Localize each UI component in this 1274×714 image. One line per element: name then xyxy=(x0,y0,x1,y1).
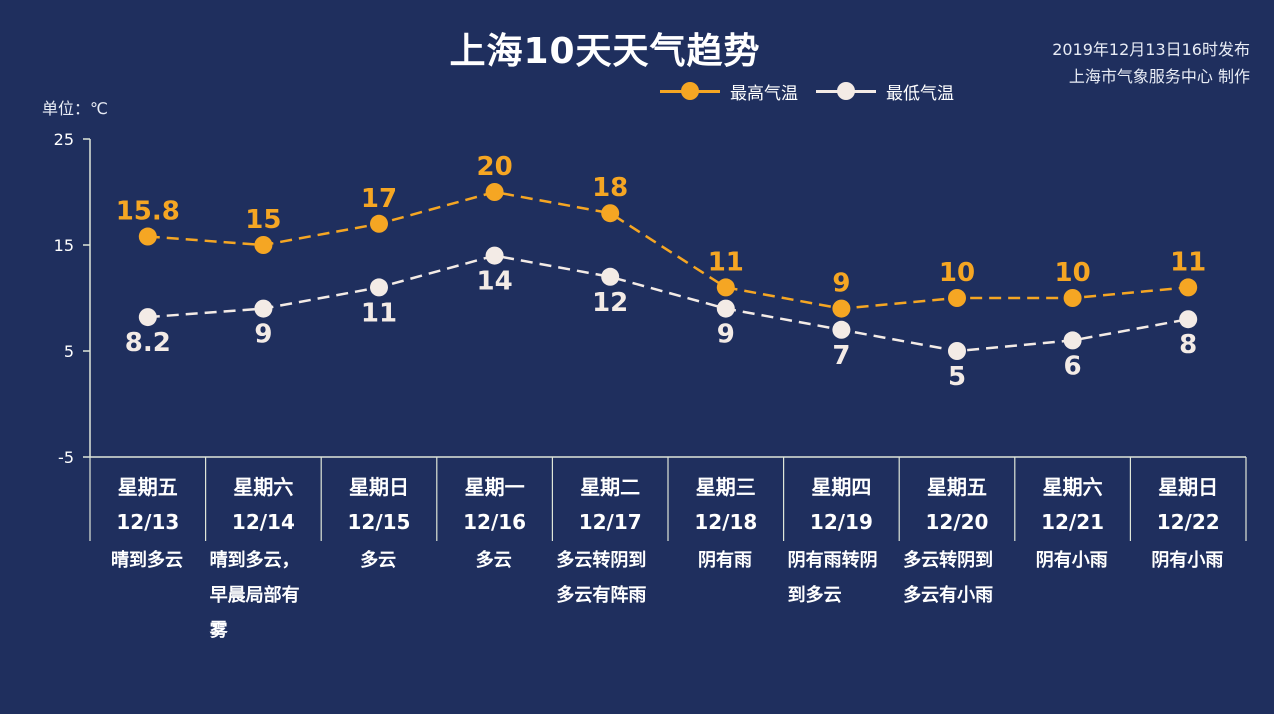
x-tick-label: 星期二 12/17 xyxy=(552,470,668,540)
data-label-low: 9 xyxy=(717,320,735,350)
x-tick-label: 星期五 12/20 xyxy=(899,470,1015,540)
y-tick-label: 15 xyxy=(54,236,74,255)
y-tick-label: -5 xyxy=(58,448,74,467)
data-point-high xyxy=(1179,278,1198,297)
data-label-high: 15 xyxy=(245,205,281,235)
data-label-low: 9 xyxy=(254,320,272,350)
date-label: 12/16 xyxy=(463,510,527,534)
x-tick-label: 星期五 12/13 xyxy=(90,470,206,540)
data-point-high xyxy=(716,278,735,297)
data-point-low xyxy=(485,246,504,265)
weekday-label: 星期五 xyxy=(926,475,987,499)
data-label-high: 11 xyxy=(708,247,744,277)
date-label: 12/14 xyxy=(231,510,295,534)
data-label-high: 20 xyxy=(477,152,513,182)
data-point-low xyxy=(254,299,273,318)
data-point-low xyxy=(1063,331,1082,350)
data-point-low xyxy=(716,299,735,318)
date-label: 12/20 xyxy=(925,510,989,534)
legend: 最高气温 最低气温 xyxy=(660,78,954,104)
weather-condition: 多云转阴到多云有阵雨 xyxy=(556,550,647,606)
data-point-high xyxy=(370,214,388,233)
x-tick-label: 星期三 12/18 xyxy=(668,470,784,540)
date-label: 12/17 xyxy=(578,510,642,534)
weekday-label: 星期六 xyxy=(1042,475,1103,499)
series-line-high xyxy=(147,190,1189,310)
data-label-high: 11 xyxy=(1170,247,1206,277)
weather-condition: 阴有小雨 xyxy=(1151,550,1224,571)
series-line-low xyxy=(147,254,1189,353)
data-point-low xyxy=(138,308,157,327)
date-label: 12/22 xyxy=(1156,510,1220,534)
weekday-label: 星期日 xyxy=(348,475,409,499)
data-label-high: 10 xyxy=(1055,258,1091,288)
data-label-high: 18 xyxy=(592,173,628,203)
weather-condition: 阴有雨 xyxy=(698,550,752,571)
weather-condition: 晴到多云，早晨局部有雾 xyxy=(209,550,300,641)
data-label-high: 10 xyxy=(939,258,975,288)
x-tick-label: 星期一 12/16 xyxy=(437,470,553,540)
publish-time: 2019年12月13日16时发布 xyxy=(1052,40,1250,59)
weekday-label: 星期一 xyxy=(464,475,525,499)
weekday-label: 星期五 xyxy=(117,475,178,499)
weather-condition: 多云转阴到多云有小雨 xyxy=(903,550,994,606)
data-label-low: 8 xyxy=(1179,330,1197,360)
weather-condition: 多云 xyxy=(475,550,512,571)
weather-condition: 阴有小雨 xyxy=(1035,550,1108,571)
data-point-low xyxy=(832,320,851,339)
chart-title: 上海10天天气趋势 xyxy=(449,31,761,72)
x-tick-label: 星期日 12/22 xyxy=(1130,470,1246,540)
data-label-high: 9 xyxy=(832,269,850,299)
data-point-low xyxy=(601,267,620,286)
data-label-low: 12 xyxy=(592,288,628,318)
legend-label-low: 最低气温 xyxy=(886,83,954,104)
data-label-low: 11 xyxy=(361,298,397,328)
date-label: 12/21 xyxy=(1041,510,1105,534)
date-label: 12/18 xyxy=(694,510,758,534)
x-tick-label: 星期六 12/21 xyxy=(1015,470,1131,540)
x-tick-label: 星期六 12/14 xyxy=(206,470,322,540)
data-point-high xyxy=(254,236,273,254)
legend-item-high: 最高气温 xyxy=(660,79,798,104)
legend-label-high: 最高气温 xyxy=(730,83,798,104)
weekday-label: 星期日 xyxy=(1158,475,1219,499)
publish-info: 2019年12月13日16时发布 上海市气象服务中心 制作 xyxy=(1052,36,1250,90)
data-point-high xyxy=(832,299,851,318)
data-point-high xyxy=(1063,289,1082,307)
data-point-low xyxy=(948,342,966,360)
publisher: 上海市气象服务中心 制作 xyxy=(1068,67,1250,86)
data-point-low xyxy=(1179,310,1198,329)
weekday-label: 星期四 xyxy=(811,475,872,499)
data-point-high xyxy=(948,289,966,307)
data-label-low: 8.2 xyxy=(125,328,171,358)
data-point-high xyxy=(138,227,157,246)
data-label-low: 6 xyxy=(1064,351,1082,381)
data-point-low xyxy=(370,278,388,297)
date-label: 12/19 xyxy=(809,510,873,534)
legend-swatch-high xyxy=(660,81,720,101)
y-tick-label: 5 xyxy=(64,342,74,361)
data-label-high: 17 xyxy=(361,184,397,214)
data-label-high: 15.8 xyxy=(116,197,180,227)
x-tick-label: 星期四 12/19 xyxy=(784,470,900,540)
legend-swatch-low xyxy=(816,81,876,101)
weather-condition: 阴有雨转阴到多云 xyxy=(787,550,878,606)
data-label-low: 7 xyxy=(832,341,850,371)
weather-condition: 晴到多云 xyxy=(111,550,183,571)
data-label-low: 14 xyxy=(477,267,513,297)
date-label: 12/15 xyxy=(347,510,411,534)
data-label-low: 5 xyxy=(948,362,966,392)
weekday-label: 星期三 xyxy=(695,475,756,499)
data-point-high xyxy=(485,183,504,201)
legend-item-low: 最低气温 xyxy=(816,79,954,104)
y-tick-label: 25 xyxy=(54,130,74,149)
weather-condition: 多云 xyxy=(360,550,397,571)
weekday-label: 星期二 xyxy=(580,475,641,499)
unit-label: 单位：℃ xyxy=(42,99,108,118)
x-tick-label: 星期日 12/15 xyxy=(321,470,437,540)
data-point-high xyxy=(601,204,620,223)
weekday-label: 星期六 xyxy=(233,475,294,499)
date-label: 12/13 xyxy=(116,510,180,534)
